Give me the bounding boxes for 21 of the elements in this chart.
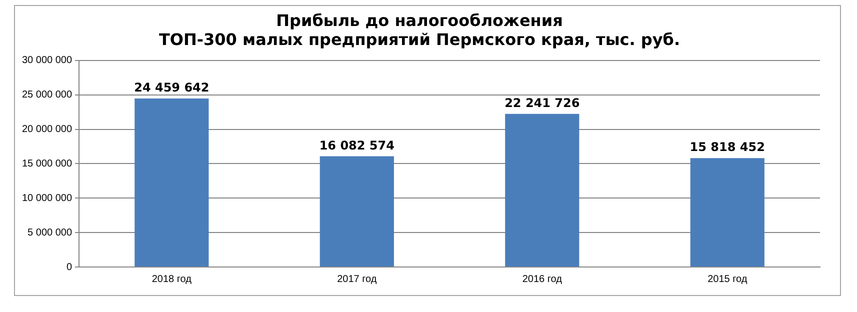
y-tick-label: 5 000 000 [28, 227, 72, 238]
x-tick-label: 2016 год [522, 274, 562, 285]
y-tick-label: 25 000 000 [22, 90, 72, 101]
data-label: 16 082 574 [319, 138, 394, 152]
data-label: 15 818 452 [690, 140, 765, 154]
text: Прибыль до налогообложения [276, 10, 563, 30]
y-tick-label: 0 [66, 262, 72, 273]
data-label: 22 241 726 [504, 96, 580, 110]
bar [134, 98, 209, 266]
data-label: 24 459 642 [134, 80, 210, 95]
bar [320, 156, 394, 266]
y-tick-label: 30 000 000 [22, 55, 72, 66]
bar [505, 114, 580, 266]
x-tick-label: 2015 год [708, 274, 748, 285]
text: ТОП-300 малых предприятий Пермского края, тыс. руб. [158, 30, 680, 49]
bar [690, 158, 764, 266]
y-tick-label: 15 000 000 [22, 158, 72, 170]
y-tick-label: 20 000 000 [22, 124, 72, 136]
x-tick-label: 2018 год [152, 274, 192, 285]
x-tick-label: 2017 год [337, 274, 377, 285]
y-tick-label: 10 000 000 [22, 192, 72, 204]
